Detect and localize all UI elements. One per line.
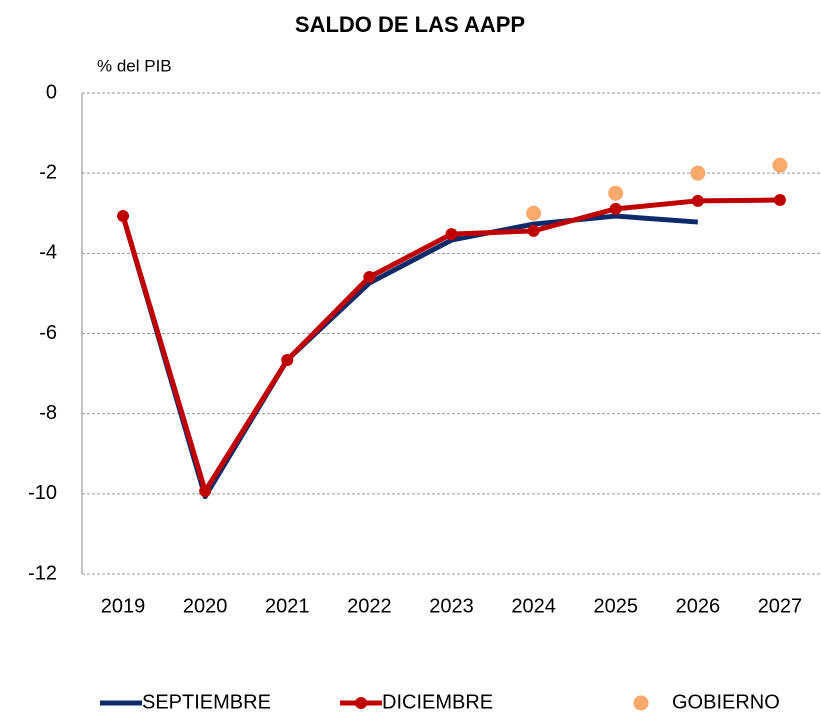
x-tick-label: 2026 (676, 595, 721, 617)
y-tick-label: -6 (39, 322, 57, 344)
data-point (772, 157, 788, 173)
data-point (609, 202, 622, 215)
legend-swatch (355, 697, 367, 709)
x-tick-label: 2023 (429, 595, 474, 617)
data-point (281, 353, 294, 366)
y-tick-label: -8 (39, 402, 57, 424)
data-point (608, 185, 624, 201)
data-point (526, 205, 542, 221)
legend-swatch (633, 695, 649, 711)
legend-label: GOBIERNO (672, 691, 780, 713)
data-point (527, 224, 540, 237)
x-tick-label: 2025 (593, 595, 638, 617)
x-tick-label: 2020 (183, 595, 228, 617)
data-point (117, 210, 130, 223)
series-line (120, 197, 780, 494)
x-tick-label: 2019 (101, 595, 146, 617)
data-point (199, 485, 212, 498)
x-tick-label: 2027 (758, 595, 803, 617)
chart-title: SALDO DE LAS AAPP (295, 12, 525, 37)
data-point (363, 270, 376, 283)
y-tick-label: -12 (28, 562, 57, 584)
data-point (445, 228, 458, 241)
y-axis-label: % del PIB (97, 56, 172, 75)
x-tick-label: 2024 (511, 595, 556, 617)
y-tick-label: 0 (46, 81, 57, 103)
y-tick-label: -2 (39, 161, 57, 183)
y-tick-label: -10 (28, 482, 57, 504)
data-point (773, 194, 786, 207)
data-point (691, 194, 704, 207)
legend-label: DICIEMBRE (382, 691, 493, 713)
legend-label: SEPTIEMBRE (142, 691, 271, 713)
x-tick-label: 2022 (347, 595, 392, 617)
y-tick-label: -4 (39, 242, 57, 264)
x-tick-label: 2021 (265, 595, 310, 617)
data-point (690, 165, 706, 181)
